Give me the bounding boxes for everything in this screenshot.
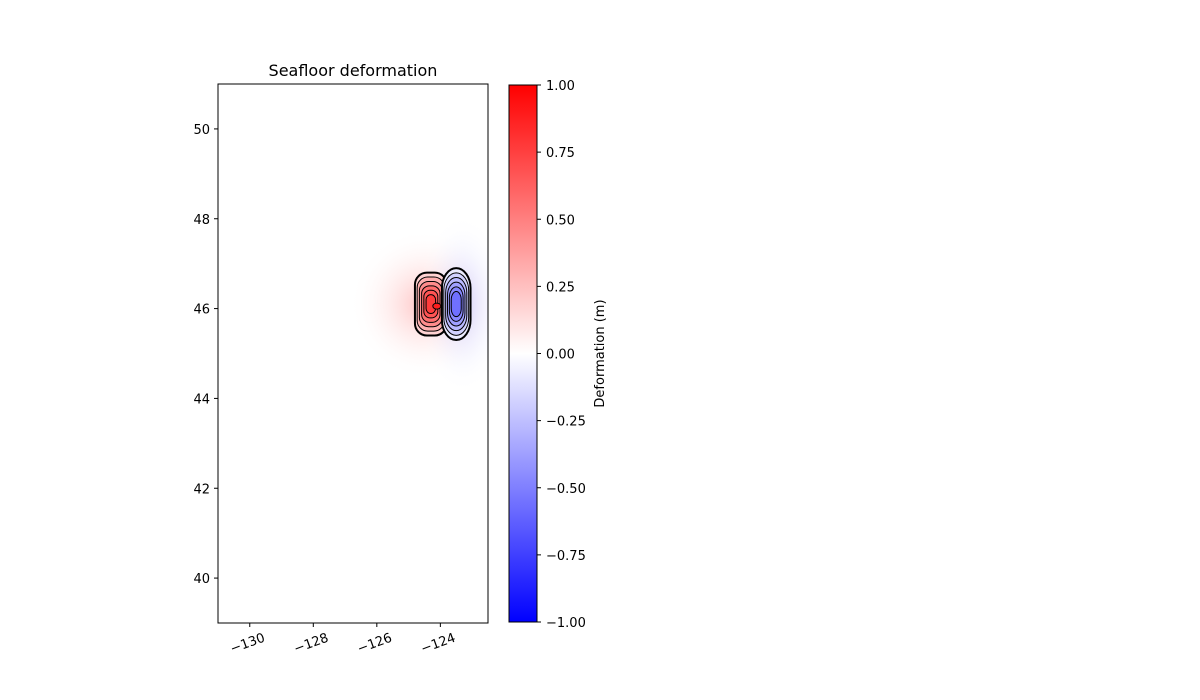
x-tick-label: −126 [355,631,394,657]
y-tick-label: 46 [193,303,210,318]
colorbar-tick-label: −0.50 [546,482,586,497]
colorbar-tick-label: 0.75 [546,146,575,161]
y-tick-label: 48 [193,213,210,228]
colorbar-tick-label: 0.50 [546,213,575,228]
uplift-peak-contour [432,302,442,310]
deformation-field [349,214,488,395]
colorbar-tick-label: −1.00 [546,616,586,631]
plot-frame [217,83,489,624]
colorbar-tick-label: 0.25 [546,280,575,295]
plot-area: 40 42 44 46 48 50 −130 −128 −126 −124 [193,83,489,657]
y-tick-label: 44 [193,392,210,407]
y-tick-label: 50 [193,123,210,138]
colorbar-gradient [508,84,538,623]
subsidence-contour [450,291,462,318]
y-tick-label: 42 [193,482,210,497]
colorbar-tick-label: 0.00 [546,348,575,363]
x-tick-label: −124 [419,631,458,657]
colorbar: 1.00 0.75 0.50 0.25 0.00 −0.25 −0.50 −0.75 −1.00… [508,79,608,631]
colorbar-tick-label: −0.25 [546,415,586,430]
colorbar-tick-label: 1.00 [546,79,575,94]
x-tick-label: −130 [228,631,267,657]
colorbar-tick-label: −0.75 [546,549,586,564]
colorbar-label: Deformation (m) [593,299,608,407]
chart-title: Seafloor deformation [269,61,438,80]
y-tick-label: 40 [193,572,210,587]
x-tick-label: −128 [292,631,331,657]
